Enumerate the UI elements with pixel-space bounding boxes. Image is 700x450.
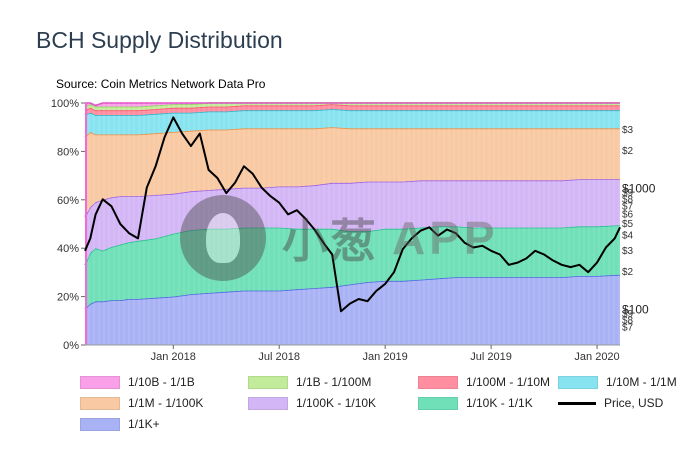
x-tick-label: Jan 2020: [574, 351, 619, 363]
area-1-100k-1-10k: [85, 179, 620, 266]
stacked-areas: [84, 102, 621, 345]
legend-label: 1/10K - 1/1K: [466, 396, 533, 410]
right-tick-label: $4: [622, 231, 634, 242]
legend-item[interactable]: 1/1M - 1/100K: [80, 396, 203, 410]
chart-title: BCH Supply Distribution: [36, 27, 283, 53]
grid-lines: [88, 103, 620, 345]
price-line: [84, 116, 621, 313]
legend-label: 1/1B - 1/100M: [296, 375, 372, 389]
legend-label: 1/10B - 1/1B: [128, 375, 195, 389]
legend-item[interactable]: 1/10B - 1/1B: [80, 375, 195, 389]
legend-swatch: [80, 375, 120, 389]
legend-swatch: [80, 417, 120, 431]
right-tick-label: $2: [622, 146, 634, 157]
y-tick-label: 80%: [57, 146, 79, 158]
right-tick-label: $9: [622, 188, 634, 199]
right-tick-label: $2: [622, 267, 634, 278]
area-1-10m-1-1m: [85, 109, 620, 137]
legend-swatch: [558, 375, 598, 389]
right-tick-label: $3: [622, 246, 634, 257]
x-tick-label: Jul 2018: [258, 351, 300, 363]
legend-item[interactable]: 1/100K - 1/10K: [248, 396, 376, 410]
legend-swatch: [418, 375, 458, 389]
y-tick-label: 20%: [57, 292, 79, 304]
watermark: 小葱 APP: [180, 195, 499, 281]
legend-item[interactable]: Price, USD: [558, 396, 663, 410]
x-tick-label: Jan 2018: [151, 351, 196, 363]
y-tick-label: 40%: [57, 243, 79, 255]
area-1-1m-1-100k: [85, 127, 620, 217]
legend-item[interactable]: 1/100M - 1/10M: [418, 375, 550, 389]
legend-label: 1/10M - 1/1M: [606, 375, 677, 389]
right-tick-label: $6: [622, 209, 634, 220]
right-tick-label: $7: [622, 322, 634, 333]
area-1-10k-1-1k: [85, 225, 620, 309]
watermark-text: 小葱: [282, 215, 378, 267]
legend-swatch: [418, 396, 458, 410]
y-tick-label: 0%: [63, 340, 79, 352]
legend-label: 1/100K - 1/10K: [296, 396, 377, 410]
legend-label: 1/1K+: [128, 417, 160, 431]
right-tick-label: $3: [622, 125, 634, 136]
right-tick-label: $8: [622, 315, 634, 326]
right-tick-label: $1000: [622, 182, 656, 196]
right-tick-label: $100: [622, 303, 649, 317]
area-edge-7: [85, 102, 620, 107]
chart-source: Source: Coin Metrics Network Data Pro: [56, 77, 266, 91]
right-tick-label: $8: [622, 194, 634, 205]
legend-label: Price, USD: [604, 396, 664, 410]
legend-item[interactable]: 1/10M - 1/1M: [558, 375, 677, 389]
right-tick-label: $7: [622, 201, 634, 212]
legend-item[interactable]: 1/1K+: [80, 417, 160, 431]
watermark-logo-icon: [180, 195, 266, 281]
right-tick-label: $9: [622, 309, 634, 320]
axes: 0% 20% 40% 60% 80% 100% Jan 2018 Jul 2018 Jan 20…: [51, 98, 656, 363]
legend-swatch: [558, 401, 596, 405]
legend-swatch: [248, 396, 288, 410]
right-tick-label: $5: [622, 219, 634, 230]
legend-item[interactable]: 1/10K - 1/1K: [418, 396, 533, 410]
watermark-app: APP: [392, 212, 499, 264]
area-1-1b-1-100m: [85, 103, 620, 111]
legend-item[interactable]: 1/1B - 1/100M: [248, 375, 371, 389]
y-tick-label: 60%: [57, 195, 79, 207]
x-tick-label: Jan 2019: [363, 351, 408, 363]
x-tick-label: Jul 2019: [470, 351, 512, 363]
legend-swatch: [248, 375, 288, 389]
legend-swatch: [80, 396, 120, 410]
legend-label: 1/1M - 1/100K: [128, 396, 204, 410]
price-layer: [84, 116, 621, 313]
legend-label: 1/100M - 1/10M: [466, 375, 551, 389]
y-tick-label: 100%: [51, 98, 79, 110]
